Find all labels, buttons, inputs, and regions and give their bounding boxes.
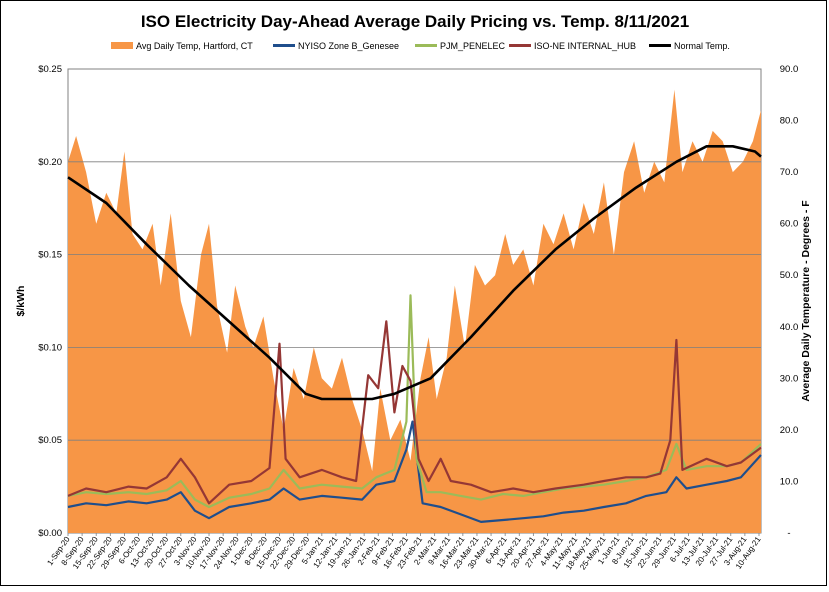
legend-label: Avg Daily Temp, Hartford, CT <box>136 41 253 51</box>
y2-tick-label: 10.0 <box>780 476 799 487</box>
y2-tick-label: 40.0 <box>780 322 799 333</box>
y-axis-ticks: $0.00 $0.05 $0.10 $0.15 $0.20 $0.25 <box>38 64 62 539</box>
y2-tick-label: 50.0 <box>780 270 799 281</box>
legend-item-nyiso-zone-b-genesee: NYISO Zone B_Genesee <box>273 41 399 51</box>
y2-tick-label: 70.0 <box>780 167 799 178</box>
y2-axis-label: Average Daily Temperature - Degrees - F <box>800 200 812 402</box>
legend-label: ISO-NE INTERNAL_HUB <box>534 41 636 51</box>
legend: Avg Daily Temp, Hartford, CT NYISO Zone B… <box>111 41 730 51</box>
y-axis-label: $/kWh <box>15 286 27 317</box>
y-tick-label: $0.00 <box>38 528 62 539</box>
y-tick-label: $0.05 <box>38 435 62 446</box>
y2-tick-label: 60.0 <box>780 219 799 230</box>
series-nyiso-zone-b-genesee <box>67 420 762 523</box>
legend-item-pjm-penelec: PJM_PENELEC <box>415 41 506 51</box>
legend-label: NYISO Zone B_Genesee <box>298 41 399 51</box>
area-layer <box>68 89 761 533</box>
legend-swatch <box>111 42 133 49</box>
lines-layer <box>67 145 762 523</box>
series-iso-ne-internal-hub <box>67 320 762 505</box>
legend-label: PJM_PENELEC <box>440 41 506 51</box>
y-tick-label: $0.25 <box>38 64 62 75</box>
y2-axis-ticks: - 10.0 20.0 30.0 40.0 50.0 60.0 70.0 80.0 90.0 <box>780 64 799 539</box>
y-tick-label: $0.15 <box>38 250 62 261</box>
y2-tick-label: - <box>787 528 790 539</box>
y-tick-label: $0.20 <box>38 157 62 168</box>
y2-tick-label: 30.0 <box>780 373 799 384</box>
legend-item-avg-daily-temp-hartford-ct: Avg Daily Temp, Hartford, CT <box>111 41 253 51</box>
y-tick-label: $0.10 <box>38 342 62 353</box>
chart-title: ISO Electricity Day-Ahead Average Daily … <box>141 12 689 31</box>
legend-item-normal-temp: Normal Temp. <box>649 41 730 51</box>
gridlines <box>68 161 761 441</box>
y2-tick-label: 80.0 <box>780 116 799 127</box>
series-normal-temp <box>67 145 762 401</box>
x-axis-ticks: 1-Sep-208-Sep-2015-Sep-2022-Sep-2029-Sep… <box>45 533 763 572</box>
y2-tick-label: 20.0 <box>780 425 799 436</box>
legend-label: Normal Temp. <box>674 41 730 51</box>
y2-tick-label: 90.0 <box>780 64 799 75</box>
series-avg-daily-temp-hartford-ct <box>68 89 761 533</box>
legend-item-iso-ne-internal-hub: ISO-NE INTERNAL_HUB <box>509 41 636 51</box>
